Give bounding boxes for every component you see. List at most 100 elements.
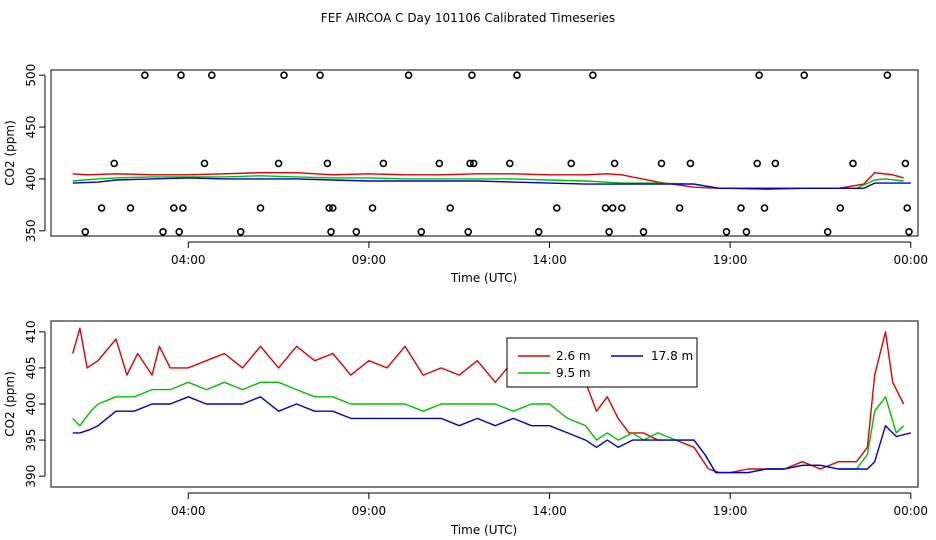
calibration-point — [605, 228, 613, 236]
top-y-axis: 350 400 450 500 — [24, 64, 46, 242]
bottom-x-axis: 04:00 09:00 14:00 19:00 00:00 — [171, 492, 928, 518]
calibration-point — [800, 71, 809, 79]
top-calibration-points — [81, 71, 913, 236]
calibration-point — [417, 228, 426, 236]
calibration-point — [170, 204, 178, 212]
calibration-point — [505, 159, 514, 168]
calibration-point — [722, 228, 731, 236]
calibration-point — [404, 71, 413, 79]
series-line-17-8-m — [72, 396, 911, 474]
chart-title: FEF AIRCOA C Day 101106 Calibrated Times… — [321, 11, 615, 25]
calibration-point — [686, 159, 695, 168]
calibration-point — [328, 204, 337, 212]
x-tick-label: 00:00 — [893, 253, 928, 267]
calibration-point — [110, 159, 118, 168]
calibration-point — [760, 204, 769, 212]
calibration-point — [617, 204, 626, 212]
bottom-panel: 04:00 09:00 14:00 19:00 00:00 390 395 400 405 41… — [3, 320, 928, 537]
calibration-point — [352, 228, 361, 236]
calibration-point — [368, 204, 377, 212]
top-y-axis-label: CO2 (ppm) — [3, 120, 17, 186]
calibration-point — [327, 228, 335, 236]
calibration-point — [256, 204, 265, 212]
y-tick-label: 410 — [24, 320, 38, 343]
calibration-point — [200, 159, 209, 168]
calibration-point — [901, 159, 910, 168]
y-tick-label: 450 — [24, 116, 38, 139]
top-plot-frame — [50, 69, 919, 237]
calibration-point — [639, 228, 648, 236]
calibration-point — [742, 228, 751, 236]
calibration-point — [657, 159, 666, 168]
calibration-point — [323, 159, 332, 168]
calibration-point — [464, 228, 473, 236]
top-x-axis: 04:00 09:00 14:00 19:00 00:00 — [171, 241, 928, 267]
calibration-point — [97, 204, 106, 212]
calibration-point — [208, 71, 216, 79]
calibration-point — [849, 159, 857, 168]
calibration-point — [236, 228, 245, 236]
calibration-point — [608, 204, 617, 212]
calibration-point — [446, 204, 455, 212]
calibration-point — [753, 159, 762, 168]
calibration-point — [274, 159, 283, 168]
calibration-point — [81, 228, 90, 236]
calibration-point — [379, 159, 388, 168]
calibration-point — [903, 204, 912, 212]
calibration-point — [159, 228, 167, 236]
legend-label-2-6m: 2.6 m — [556, 349, 591, 363]
calibration-point — [589, 71, 597, 79]
x-tick-label: 19:00 — [713, 253, 748, 267]
top-panel: 04:00 09:00 14:00 19:00 00:00 350 400 450 500 T… — [3, 64, 928, 285]
legend: 2.6 m 17.8 m 9.5 m — [506, 337, 698, 388]
series-line-17-8-m — [72, 177, 911, 190]
calibration-point — [823, 228, 832, 236]
calibration-point — [177, 71, 185, 79]
calibration-point — [325, 204, 334, 212]
bottom-plot-frame — [50, 320, 919, 488]
calibration-point — [601, 204, 610, 212]
calibration-point — [737, 204, 745, 212]
top-x-axis-label: Time (UTC) — [450, 271, 517, 285]
calibration-point — [469, 159, 478, 168]
x-tick-label: 14:00 — [532, 253, 567, 267]
legend-label-17-8m: 17.8 m — [651, 349, 693, 363]
x-tick-label: 00:00 — [893, 504, 928, 518]
x-tick-label: 09:00 — [352, 504, 387, 518]
calibration-point — [126, 204, 135, 212]
calibration-point — [468, 71, 476, 79]
y-tick-label: 405 — [24, 356, 38, 379]
calibration-point — [610, 159, 619, 168]
y-tick-label: 400 — [24, 167, 38, 190]
y-tick-label: 500 — [24, 64, 38, 87]
legend-box — [506, 337, 698, 388]
x-tick-label: 19:00 — [713, 504, 748, 518]
y-tick-label: 350 — [24, 219, 38, 242]
y-tick-label: 400 — [24, 393, 38, 416]
bottom-y-axis-label: CO2 (ppm) — [3, 371, 17, 437]
calibration-point — [179, 204, 187, 212]
calibration-point — [175, 228, 183, 236]
series-line-9-5-m — [72, 381, 905, 474]
bottom-x-axis-label: Time (UTC) — [450, 523, 517, 537]
y-tick-label: 390 — [24, 465, 38, 488]
x-tick-label: 04:00 — [171, 504, 206, 518]
y-tick-label: 395 — [24, 429, 38, 452]
calibration-point — [771, 159, 780, 168]
bottom-series-lines — [72, 327, 911, 474]
top-series-lines — [72, 171, 911, 191]
calibration-point — [675, 204, 684, 212]
calibration-point — [141, 71, 149, 79]
x-tick-label: 04:00 — [171, 253, 206, 267]
calibration-point — [883, 71, 892, 79]
x-tick-label: 09:00 — [352, 253, 387, 267]
calibration-point — [552, 204, 561, 212]
calibration-point — [567, 159, 576, 168]
x-tick-label: 14:00 — [532, 504, 567, 518]
calibration-point — [905, 228, 913, 236]
calibration-point — [280, 71, 288, 79]
calibration-point — [316, 71, 324, 79]
calibration-point — [836, 204, 845, 212]
calibration-point — [513, 71, 521, 79]
